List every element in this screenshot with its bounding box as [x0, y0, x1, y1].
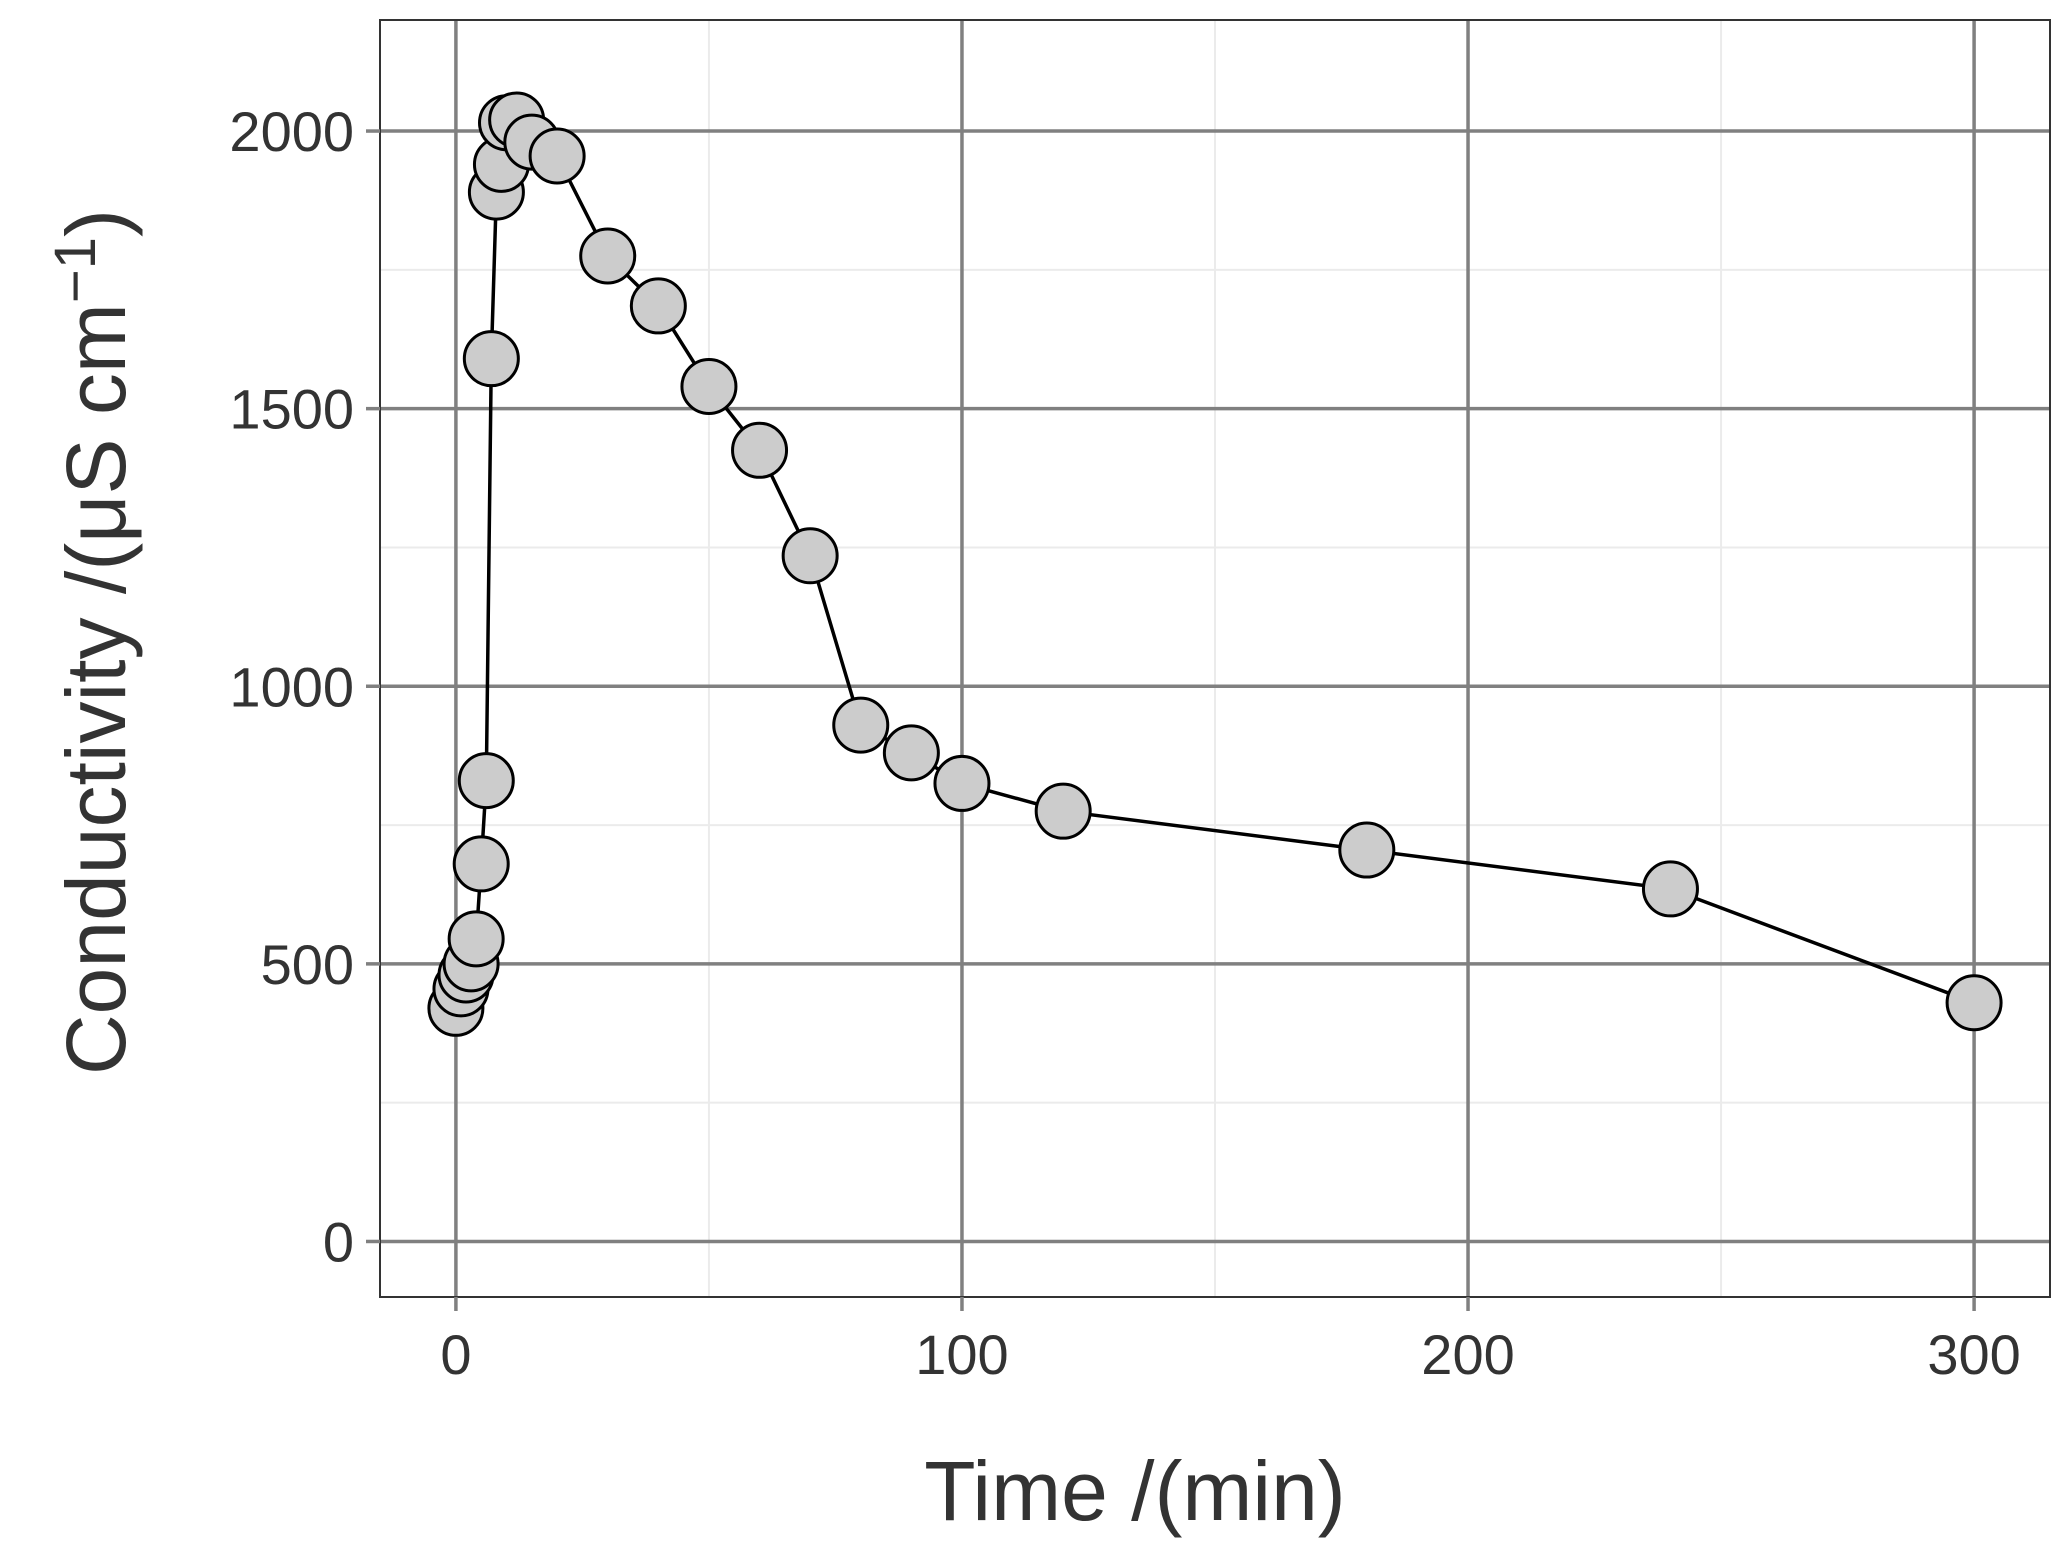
- data-point: [933, 754, 991, 812]
- data-series: [427, 91, 2003, 1037]
- x-axis-title: Time /(min): [924, 1444, 1346, 1538]
- data-point: [579, 227, 637, 285]
- y-tick-label: 1000: [229, 655, 354, 718]
- y-tick-label: 0: [323, 1210, 354, 1273]
- data-point: [1641, 860, 1699, 918]
- data-point: [528, 127, 586, 185]
- plot-panel-border: [379, 19, 2051, 1298]
- data-point: [452, 835, 510, 893]
- data-point: [629, 277, 687, 335]
- data-point: [731, 421, 789, 479]
- data-point: [1338, 821, 1396, 879]
- axis-ticks: [366, 129, 1976, 1311]
- y-tick-label: 500: [261, 933, 354, 996]
- data-point: [680, 357, 738, 415]
- minor-gridlines: [380, 20, 2050, 1297]
- data-point: [781, 527, 839, 585]
- y-tick-label: 1500: [229, 378, 354, 441]
- y-axis-title: Conductivity /(μS cm−1): [43, 209, 143, 1075]
- data-point: [457, 752, 515, 810]
- data-point: [447, 910, 505, 968]
- x-tick-label: 200: [1421, 1323, 1514, 1386]
- data-point: [1034, 782, 1092, 840]
- major-gridlines: [380, 20, 2050, 1297]
- y-axis-title-superscript: −1: [43, 237, 108, 303]
- x-tick-label: 0: [440, 1323, 471, 1386]
- x-axis-tick-labels: 0 100 200 300: [440, 1323, 2020, 1386]
- data-point: [832, 696, 890, 754]
- y-tick-label: 2000: [229, 100, 354, 163]
- data-point: [462, 330, 520, 388]
- x-tick-label: 300: [1927, 1323, 2020, 1386]
- y-axis-title-suffix: ): [49, 209, 143, 237]
- data-point: [882, 724, 940, 782]
- x-tick-label: 100: [915, 1323, 1008, 1386]
- y-axis-title-main: Conductivity /(μS cm: [49, 303, 143, 1075]
- data-point: [1945, 974, 2003, 1032]
- y-axis-tick-labels: 0 500 1000 1500 2000: [229, 100, 354, 1273]
